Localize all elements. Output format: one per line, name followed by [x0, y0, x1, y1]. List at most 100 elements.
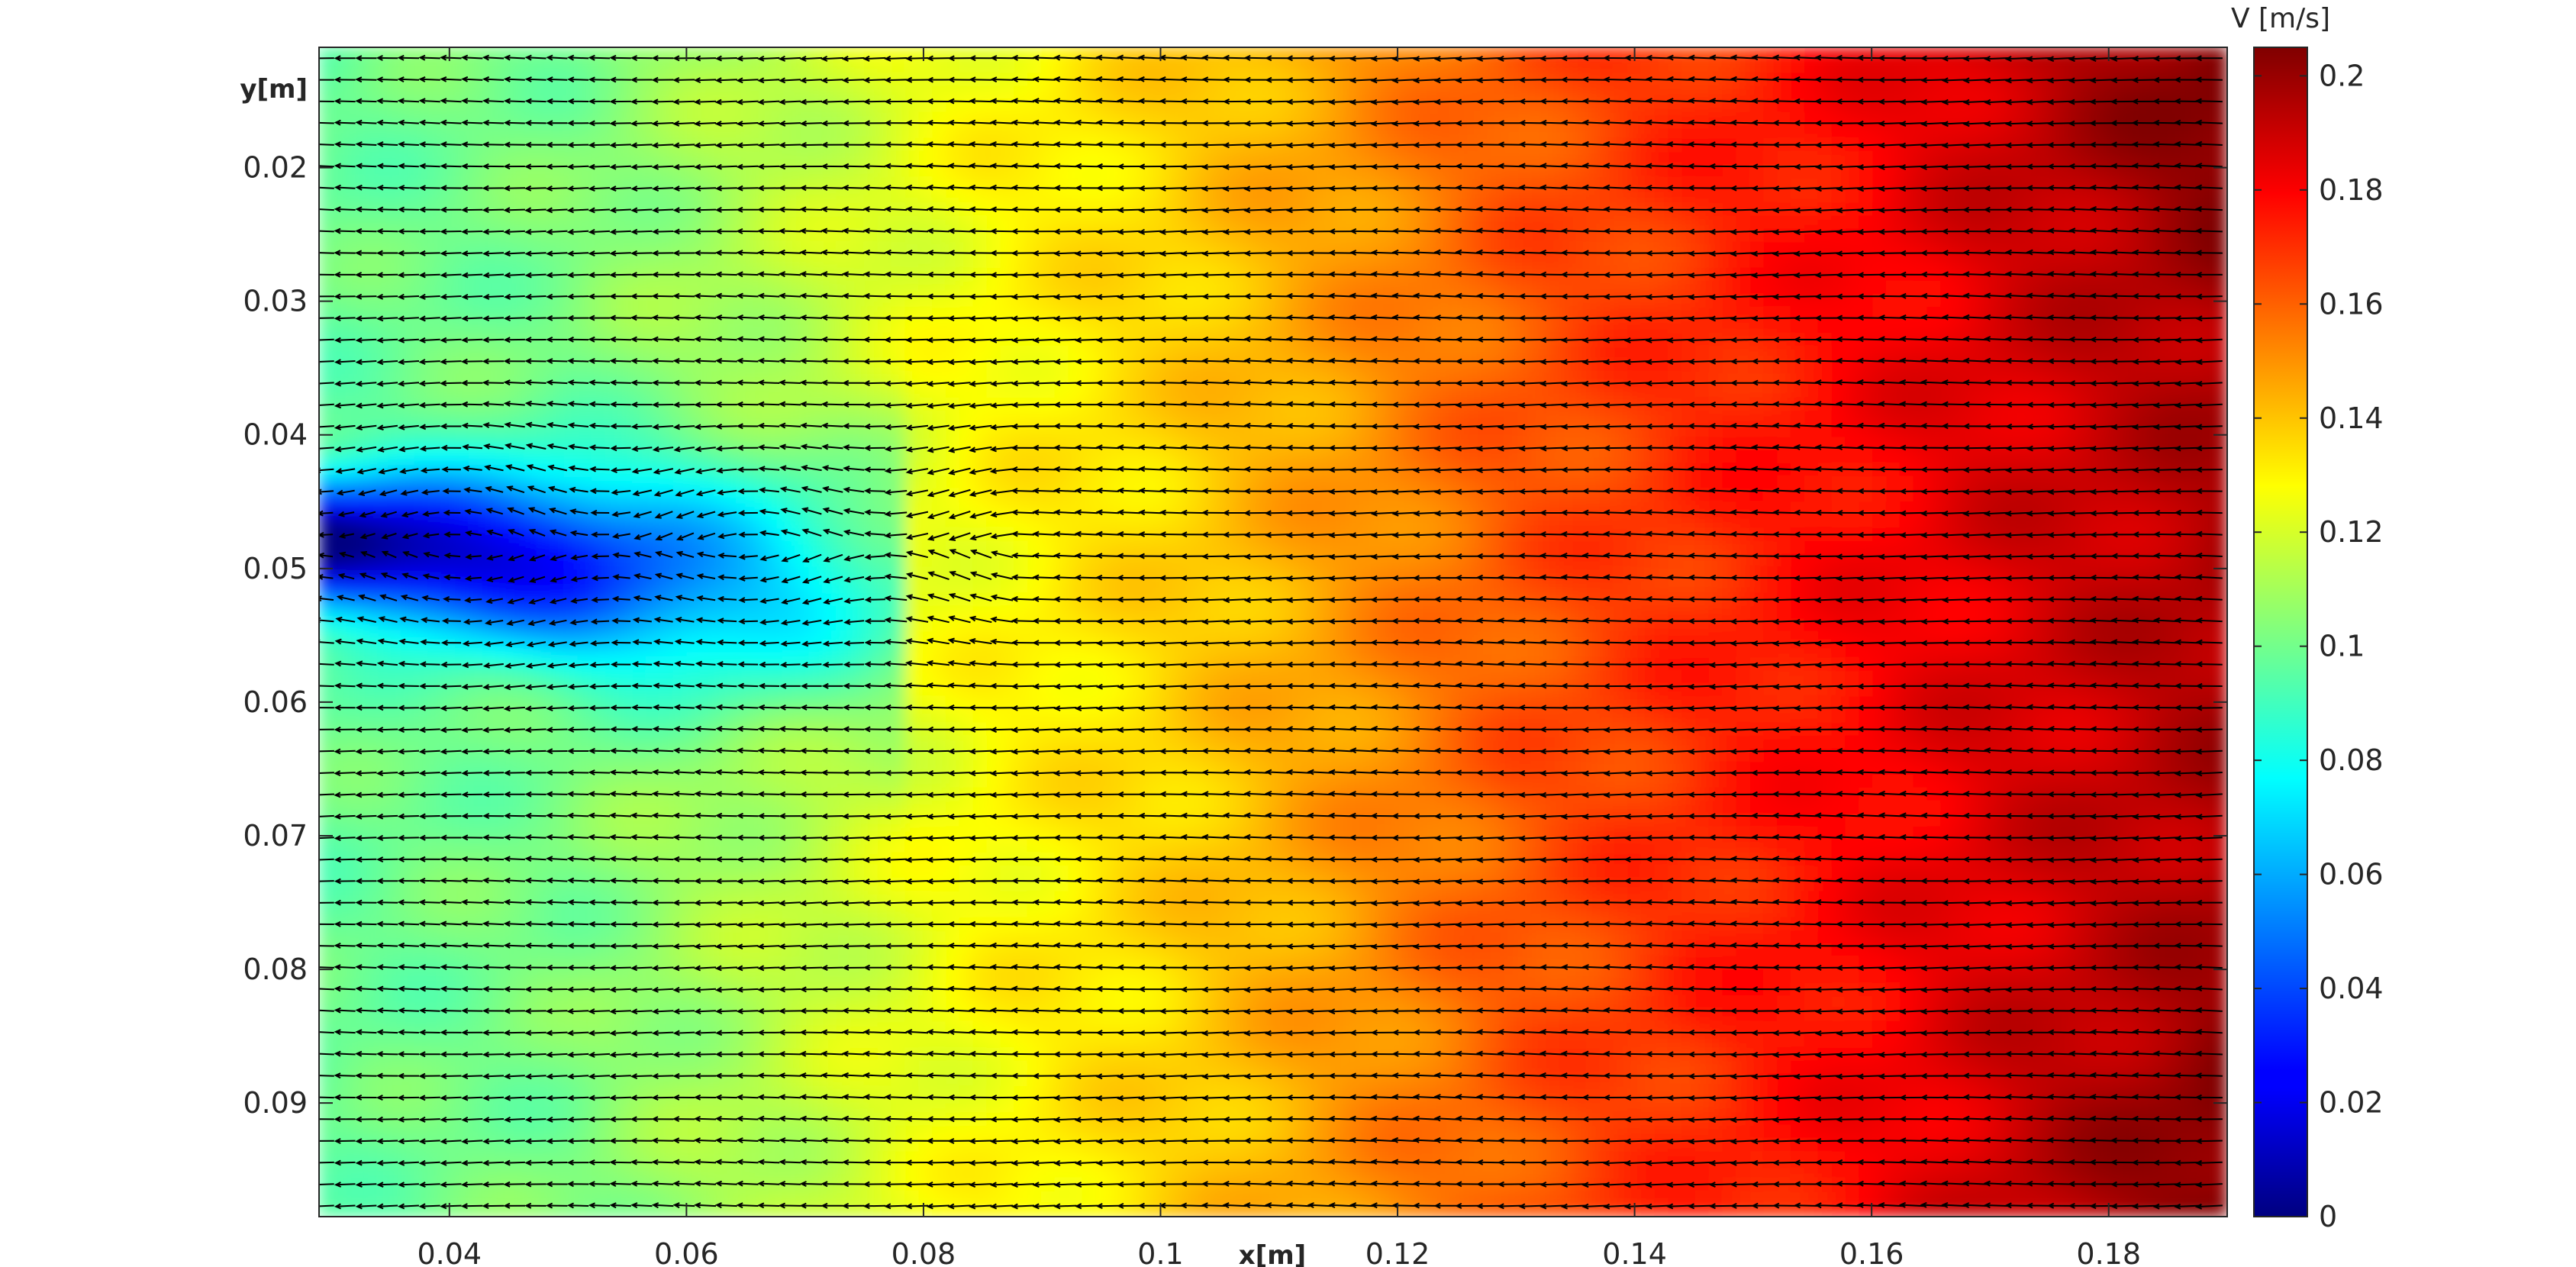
- heatmap-cell: [1041, 1099, 1056, 1113]
- heatmap-cell: [755, 320, 769, 334]
- heatmap-cell: [1014, 840, 1028, 853]
- heatmap-cell: [769, 605, 783, 619]
- heatmap-cell: [469, 190, 483, 204]
- heatmap-cell: [850, 801, 865, 814]
- heatmap-cell: [1055, 775, 1069, 788]
- heatmap-cell: [904, 644, 919, 658]
- heatmap-cell: [482, 85, 497, 99]
- heatmap-cell: [537, 605, 551, 619]
- heatmap-cell: [509, 385, 524, 398]
- heatmap-cell: [795, 514, 810, 528]
- heatmap-cell: [455, 866, 469, 879]
- heatmap-cell: [550, 1034, 565, 1048]
- heatmap-cell: [632, 385, 646, 398]
- heatmap-cell: [904, 1125, 919, 1139]
- heatmap-cell: [850, 255, 865, 269]
- heatmap-cell: [673, 775, 688, 788]
- heatmap-cell: [373, 411, 388, 424]
- heatmap-cell: [482, 670, 497, 684]
- heatmap-cell: [932, 1190, 946, 1204]
- heatmap-cell: [659, 775, 674, 788]
- heatmap-cell: [837, 60, 851, 73]
- heatmap-cell: [414, 450, 428, 463]
- heatmap-cell: [346, 736, 360, 750]
- heatmap-cell: [986, 840, 1001, 853]
- heatmap-cell: [455, 1099, 469, 1113]
- heatmap-cell: [1069, 85, 1083, 99]
- heatmap-cell: [959, 553, 974, 567]
- heatmap-cell: [550, 930, 565, 944]
- heatmap-cell: [809, 255, 824, 269]
- heatmap-cell: [823, 85, 837, 99]
- heatmap-cell: [646, 60, 660, 73]
- heatmap-cell: [769, 60, 783, 73]
- heatmap-cell: [646, 85, 660, 99]
- heatmap-cell: [687, 85, 701, 99]
- heatmap-cell: [659, 385, 674, 398]
- heatmap-cell: [1069, 411, 1083, 424]
- heatmap-cell: [332, 644, 347, 658]
- heatmap-cell: [1027, 385, 1042, 398]
- heatmap-cell: [946, 190, 960, 204]
- heatmap-cell: [837, 930, 851, 944]
- heatmap-cell: [741, 476, 756, 489]
- heatmap-cell: [578, 605, 592, 619]
- heatmap-cell: [769, 346, 783, 359]
- heatmap-cell: [564, 151, 579, 165]
- heatmap-cell: [1041, 450, 1056, 463]
- heatmap-cell: [809, 540, 824, 554]
- heatmap-cell: [318, 736, 333, 750]
- heatmap-cell: [387, 216, 401, 230]
- heatmap-cell: [986, 1060, 1001, 1074]
- heatmap-cell: [986, 151, 1001, 165]
- heatmap-cell: [795, 255, 810, 269]
- heatmap-cell: [482, 736, 497, 750]
- heatmap-cell: [373, 1034, 388, 1048]
- heatmap-cell: [632, 216, 646, 230]
- heatmap-cell: [346, 670, 360, 684]
- heatmap-cell: [318, 775, 333, 788]
- heatmap-cell: [687, 60, 701, 73]
- heatmap-cell: [741, 840, 756, 853]
- heatmap-cell: [864, 553, 879, 567]
- heatmap-cell: [387, 450, 401, 463]
- heatmap-cell: [687, 605, 701, 619]
- heatmap-cell: [932, 385, 946, 398]
- heatmap-cell: [455, 579, 469, 593]
- heatmap-cell: [387, 1060, 401, 1074]
- heatmap-cell: [414, 670, 428, 684]
- heatmap-cell: [782, 450, 797, 463]
- heatmap-cell: [496, 540, 511, 554]
- heatmap-cell: [904, 1099, 919, 1113]
- heatmap-cell: [414, 1060, 428, 1074]
- heatmap-cell: [496, 151, 511, 165]
- heatmap-cell: [850, 1099, 865, 1113]
- heatmap-cell: [455, 411, 469, 424]
- heatmap-cell: [455, 995, 469, 1009]
- heatmap-cell: [373, 476, 388, 489]
- heatmap-cell: [318, 710, 333, 724]
- heatmap-cell: [700, 775, 714, 788]
- heatmap-cell: [646, 995, 660, 1009]
- heatmap-cell: [837, 450, 851, 463]
- heatmap-cell: [878, 411, 892, 424]
- heatmap-cell: [496, 775, 511, 788]
- heatmap-cell: [782, 618, 797, 632]
- heatmap-cell: [332, 190, 347, 204]
- heatmap-cell: [864, 501, 879, 515]
- heatmap-cell: [687, 1190, 701, 1204]
- heatmap-cell: [823, 904, 837, 918]
- heatmap-cell: [769, 540, 783, 554]
- heatmap-cell: [318, 411, 333, 424]
- heatmap-cell: [427, 1034, 442, 1048]
- heatmap-cell: [332, 736, 347, 750]
- heatmap-cell: [687, 125, 701, 139]
- heatmap-cell: [795, 488, 810, 502]
- heatmap-cell: [401, 125, 415, 139]
- heatmap-cell: [1041, 255, 1056, 269]
- heatmap-cell: [441, 514, 456, 528]
- heatmap-cell: [946, 255, 960, 269]
- heatmap-cell: [646, 930, 660, 944]
- heatmap-cell: [918, 1125, 933, 1139]
